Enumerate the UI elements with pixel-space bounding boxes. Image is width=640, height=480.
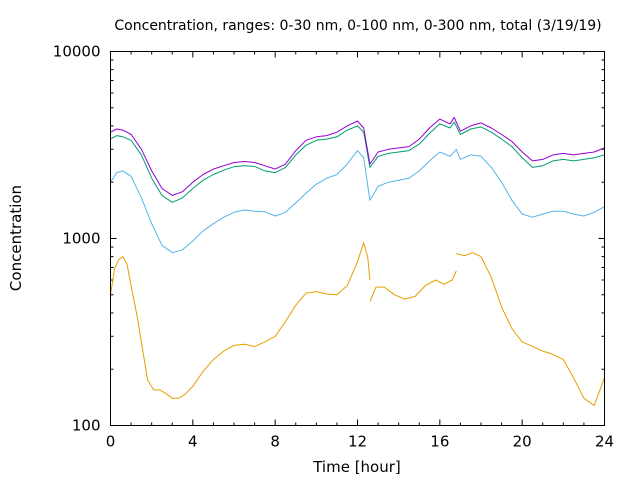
x-tick-label: 0 [106, 433, 116, 451]
x-tick-label: 20 [513, 433, 532, 451]
series-line [456, 252, 605, 406]
series-line [110, 121, 605, 203]
x-axis: 0 4 8 12 16 20 24 [106, 51, 614, 451]
series-line [110, 116, 605, 196]
y-tick-label: 100 [72, 417, 101, 435]
x-tick-label: 24 [595, 433, 614, 451]
x-tick-label: 16 [430, 433, 449, 451]
y-tick-label: 10000 [53, 43, 101, 61]
x-axis-label: Time [hour] [312, 458, 401, 476]
series-line [110, 148, 605, 254]
x-tick-label: 8 [270, 433, 280, 451]
y-axis-label: Concentration [7, 185, 25, 291]
series-line [110, 242, 371, 399]
series-group [110, 116, 605, 406]
series-line [369, 270, 457, 302]
y-tick-label: 1000 [62, 230, 100, 248]
plot-frame [110, 51, 605, 426]
y-axis: 100 1000 10000 [53, 43, 605, 435]
chart-title: Concentration, ranges: 0-30 nm, 0-100 nm… [114, 18, 601, 34]
x-tick-label: 12 [348, 433, 367, 451]
x-tick-label: 4 [188, 433, 198, 451]
